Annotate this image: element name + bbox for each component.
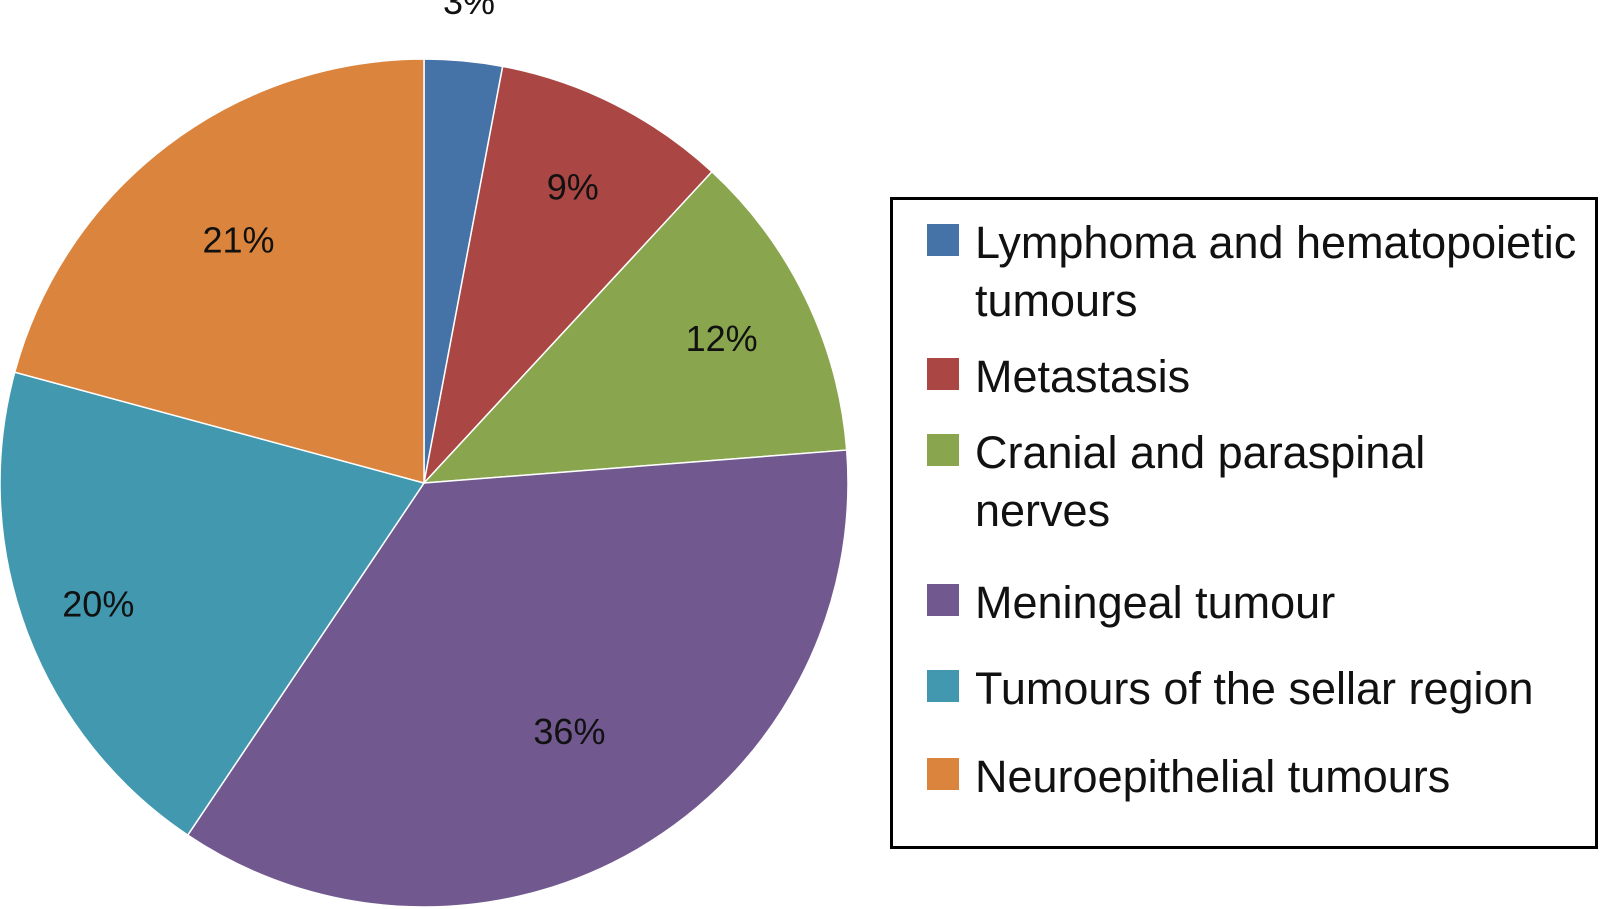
pie-slice-meningeal-tumour xyxy=(186,449,849,908)
legend-label-metastasis: Metastasis xyxy=(975,351,1191,402)
legend-item-neuroepithelial: Neuroepithelial tumours xyxy=(927,748,1585,806)
legend-label-meningeal: Meningeal tumour xyxy=(975,577,1336,628)
data-label-metastasis: 9% xyxy=(547,167,599,208)
pie-slice-neuroepithelial-tumours xyxy=(13,58,425,484)
legend-item-lymphoma: Lymphoma and hematopoietic tumours xyxy=(927,214,1585,330)
data-label-neuroepithelial-tumours: 21% xyxy=(202,220,274,261)
data-label-tumours-of-the-sellar-region: 20% xyxy=(62,584,134,625)
legend-label-sellar: Tumours of the sellar region xyxy=(975,663,1534,714)
legend-swatch-metastasis xyxy=(927,358,959,390)
data-label-lymphoma-and-hematopoietic-tumours: 3% xyxy=(443,0,495,22)
data-label-meningeal-tumour: 36% xyxy=(533,711,605,752)
data-label-cranial-and-paraspinal-nerves: 12% xyxy=(686,318,758,359)
pie-slice-metastasis xyxy=(422,65,713,486)
legend: Lymphoma and hematopoietic tumours Metas… xyxy=(890,197,1598,849)
legend-swatch-lymphoma xyxy=(927,224,959,256)
legend-swatch-meningeal xyxy=(927,584,959,616)
pie-slice-tumours-of-the-sellar-region xyxy=(0,371,426,837)
legend-item-sellar: Tumours of the sellar region xyxy=(927,660,1585,718)
legend-label-cranial-nerves: Cranial and paraspinal nerves xyxy=(975,427,1426,536)
legend-label-neuroepithelial: Neuroepithelial tumours xyxy=(975,751,1451,802)
legend-item-meningeal: Meningeal tumour xyxy=(927,574,1585,632)
legend-swatch-sellar xyxy=(927,670,959,702)
legend-item-cranial-nerves: Cranial and paraspinal nerves xyxy=(927,424,1475,540)
legend-swatch-cranial-nerves xyxy=(927,434,959,466)
legend-swatch-neuroepithelial xyxy=(927,758,959,790)
legend-item-metastasis: Metastasis xyxy=(927,348,1585,406)
legend-label-lymphoma: Lymphoma and hematopoietic tumours xyxy=(975,217,1577,326)
pie-chart: 3% 9% 12% 36% 20% 21% xyxy=(0,0,849,908)
pie-slice-cranial-and-paraspinal-nerves xyxy=(422,170,848,484)
